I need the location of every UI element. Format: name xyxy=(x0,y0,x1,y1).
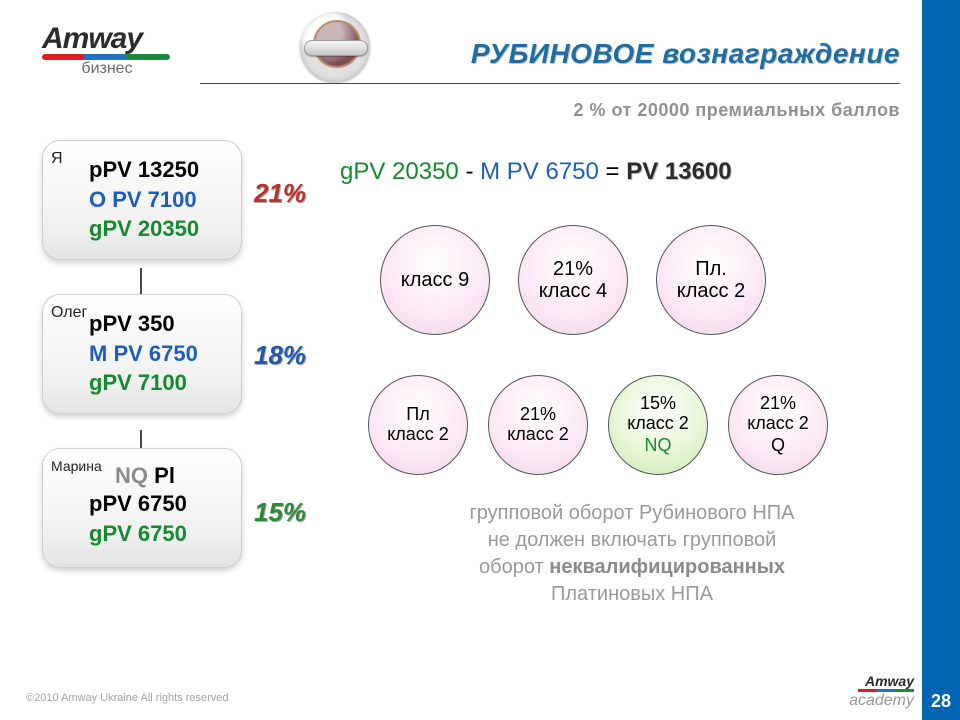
page-number-rail: 28 xyxy=(922,0,960,720)
card-owner: Марина xyxy=(51,459,101,474)
pct-label-15: 15% xyxy=(254,497,306,528)
card-owner: Олег xyxy=(51,305,87,322)
card-line: gPV 7100 xyxy=(89,368,227,398)
class-circle-nq: 15% класс 2 NQ xyxy=(608,375,708,475)
card-line: pPV 350 xyxy=(89,309,227,339)
downline-cards: Я pPV 13250 O PV 7100 gPV 20350 Олег pPV… xyxy=(30,140,255,602)
card-line: gPV 20350 xyxy=(89,214,227,244)
class-circle-q: 21% класс 2 Q xyxy=(728,375,828,475)
formula-result: PV 13600 xyxy=(626,158,731,185)
card-line: M PV 6750 xyxy=(89,339,227,369)
class-circles: класс 9 21% класс 4 Пл. класс 2 Пл класс… xyxy=(380,225,900,515)
class-circle: Пл. класс 2 xyxy=(656,225,766,335)
amway-logo: Amway бизнес xyxy=(42,22,172,78)
circle-row-1: класс 9 21% класс 4 Пл. класс 2 xyxy=(380,225,900,335)
formula-mpv: M PV 6750 xyxy=(480,158,599,185)
copyright: ©2010 Amway Ukraine All rights reserved xyxy=(26,692,229,704)
formula-gpv: gPV 20350 xyxy=(340,158,459,185)
title-divider xyxy=(200,83,900,84)
footnote: групповой оборот Рубинового НПА не долже… xyxy=(372,500,892,608)
pct-label-21: 21% xyxy=(254,178,306,209)
page-number: 28 xyxy=(922,691,960,712)
page-subtitle: 2 % от 20000 премиальных баллов xyxy=(573,100,900,121)
card-line: pPV 6750 xyxy=(63,489,227,519)
page-title: РУБИНОВОЕ вознаграждение xyxy=(471,38,900,70)
card-owner: Я xyxy=(51,151,63,168)
class-circle: класс 9 xyxy=(380,225,490,335)
globe-badge-icon xyxy=(300,12,370,82)
card-line: O PV 7100 xyxy=(89,185,227,215)
card-line: pPV 13250 xyxy=(89,155,227,185)
class-circle: Пл класс 2 xyxy=(368,375,468,475)
card-me: Я pPV 13250 O PV 7100 gPV 20350 xyxy=(42,140,242,260)
academy-logo: Amway academy xyxy=(849,673,914,710)
class-circle: 21% класс 4 xyxy=(518,225,628,335)
pct-label-18: 18% xyxy=(254,340,306,371)
card-oleg: Олег pPV 350 M PV 6750 gPV 7100 xyxy=(42,294,242,414)
pv-formula: gPV 20350 - M PV 6750 = PV 13600 xyxy=(340,158,732,186)
brand-subtitle: бизнес xyxy=(42,60,172,78)
card-line: gPV 6750 xyxy=(63,519,227,549)
class-circle: 21% класс 2 xyxy=(488,375,588,475)
card-marina: Марина NQ Pl pPV 6750 gPV 6750 xyxy=(42,448,242,568)
brand-word: Amway xyxy=(42,22,172,56)
circle-row-2: Пл класс 2 21% класс 2 15% класс 2 NQ 21… xyxy=(368,375,900,475)
